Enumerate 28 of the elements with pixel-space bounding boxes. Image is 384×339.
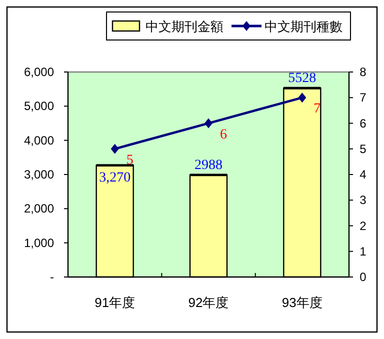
y2-tick-label: 4 xyxy=(360,168,367,182)
y-tick-label: 5,000 xyxy=(24,99,54,114)
data-label: 2988 xyxy=(194,158,222,173)
y2-tick-label: 3 xyxy=(360,193,367,208)
y2-tick-label: 8 xyxy=(360,65,367,79)
legend-label: 中文期刊金額 xyxy=(146,19,224,34)
data-label: 5528 xyxy=(288,71,316,86)
y2-tick-label: 0 xyxy=(360,270,367,284)
y-tick-label: - xyxy=(50,270,54,284)
point xyxy=(204,118,212,128)
legend-label: 中文期刊種數 xyxy=(264,19,342,34)
data-label: 6 xyxy=(220,127,227,142)
x-tick-label: 91年度 xyxy=(94,295,136,310)
y-tick-label: 2,000 xyxy=(24,202,54,216)
y2-tick-label: 6 xyxy=(360,116,367,130)
data-label: 3,270 xyxy=(99,170,131,186)
point xyxy=(298,92,306,103)
x-tick-label: 92年度 xyxy=(188,295,229,310)
y-tick-label: 3,000 xyxy=(24,168,54,182)
y-tick-label: 6,000 xyxy=(24,65,54,79)
y2-tick-label: 2 xyxy=(360,218,367,233)
y2-tick-label: 7 xyxy=(360,90,367,105)
y2-tick-label: 1 xyxy=(360,244,367,258)
y-tick-label: 1,000 xyxy=(24,236,54,250)
point xyxy=(110,144,119,154)
x-tick-label: 93年度 xyxy=(282,295,322,310)
y2-tick-label: 5 xyxy=(360,142,367,156)
y-tick-label: 4,000 xyxy=(24,133,54,148)
